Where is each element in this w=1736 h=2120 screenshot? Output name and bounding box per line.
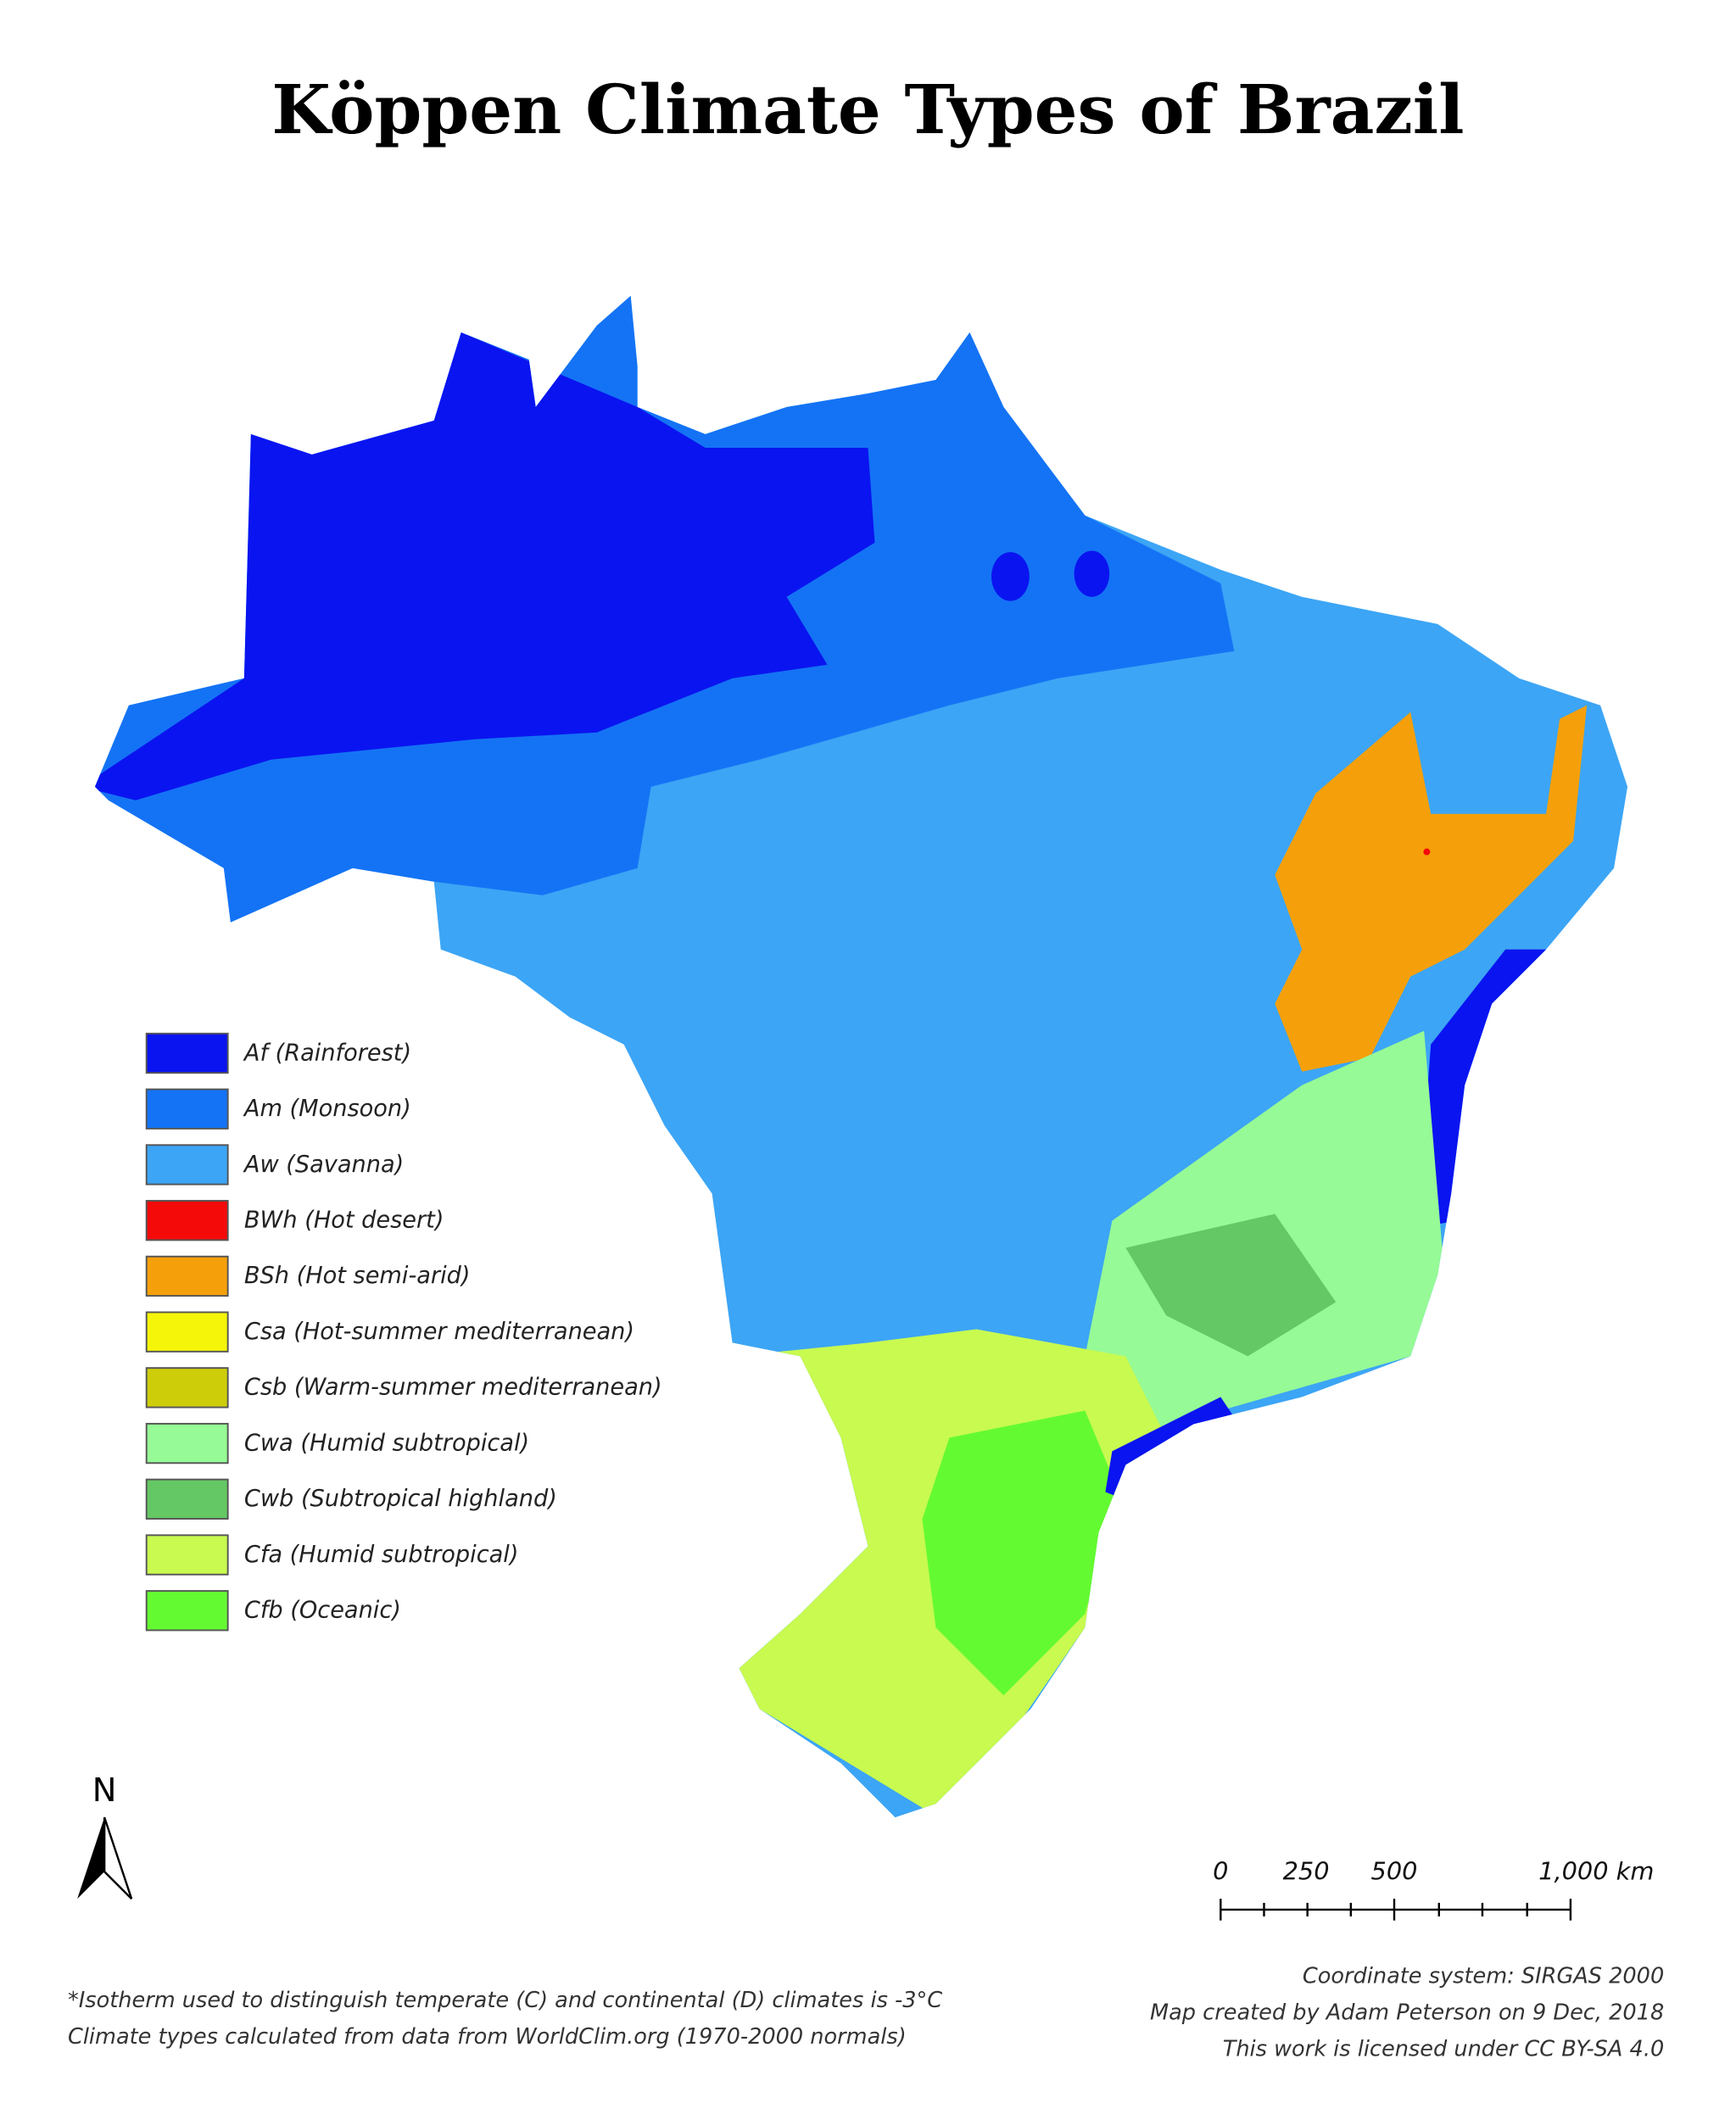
region-af [1074, 550, 1110, 597]
legend-swatch [145, 1367, 229, 1409]
legend-label: Aw (Savanna) [243, 1152, 404, 1178]
credit: Map created by Adam Peterson on 9 Dec, 2… [1150, 2000, 1664, 2025]
legend-label: BSh (Hot semi-arid) [244, 1263, 471, 1289]
legend-swatch [145, 1032, 229, 1074]
legend-swatch [145, 1144, 229, 1186]
scale-label: 500 [1371, 1857, 1418, 1886]
footnote: *Isotherm used to distinguish temperate … [68, 1988, 942, 2013]
legend-swatch [145, 1255, 229, 1297]
legend-label: Cfa (Humid subtropical) [244, 1542, 519, 1568]
region-af [94, 332, 875, 801]
legend-label: Am (Monsoon) [243, 1096, 411, 1122]
legend-swatch [145, 1590, 229, 1632]
scale-bar [1220, 1899, 1572, 1921]
legend-swatch [145, 1088, 229, 1130]
legend-label: Af (Rainforest) [243, 1040, 411, 1066]
region-cfb [922, 1410, 1119, 1696]
north-label: N [92, 1771, 117, 1810]
legend-label: Csb (Warm-summer mediterranean) [244, 1375, 662, 1401]
legend-label: Cwa (Humid subtropical) [244, 1430, 529, 1456]
north-arrow: N [77, 1771, 133, 1900]
credit: This work is licensed under CC BY-SA 4.0 [1223, 2037, 1665, 2062]
legend-label: Cwb (Subtropical highland) [244, 1486, 557, 1512]
legend-label: BWh (Hot desert) [244, 1207, 444, 1233]
legend-label: Csa (Hot-summer mediterranean) [244, 1319, 634, 1345]
legend-swatch [145, 1478, 229, 1520]
credit: Coordinate system: SIRGAS 2000 [1303, 1963, 1664, 1989]
region-bwh [1423, 848, 1431, 856]
scale-label: 1,000 km [1538, 1857, 1654, 1886]
legend-label: Cfb (Oceanic) [244, 1598, 401, 1624]
legend-swatch [145, 1422, 229, 1464]
region-af [991, 552, 1030, 601]
north-arrow-right [103, 1816, 133, 1900]
scale-label: 0 [1213, 1857, 1228, 1886]
legend-swatch [145, 1200, 229, 1241]
region-bsh [1275, 705, 1588, 1072]
legend: Af (Rainforest) Am (Monsoon) Aw (Savanna) B… [145, 1032, 662, 1632]
map-title: Köppen Climate Types of Brazil [271, 70, 1464, 149]
legend-swatch [145, 1311, 229, 1353]
region-cwb [1125, 1213, 1337, 1357]
footnote: Climate types calculated from data from … [68, 2024, 907, 2050]
north-arrow-left [77, 1817, 105, 1900]
legend-swatch [145, 1534, 229, 1576]
scale-label: 250 [1283, 1857, 1330, 1886]
